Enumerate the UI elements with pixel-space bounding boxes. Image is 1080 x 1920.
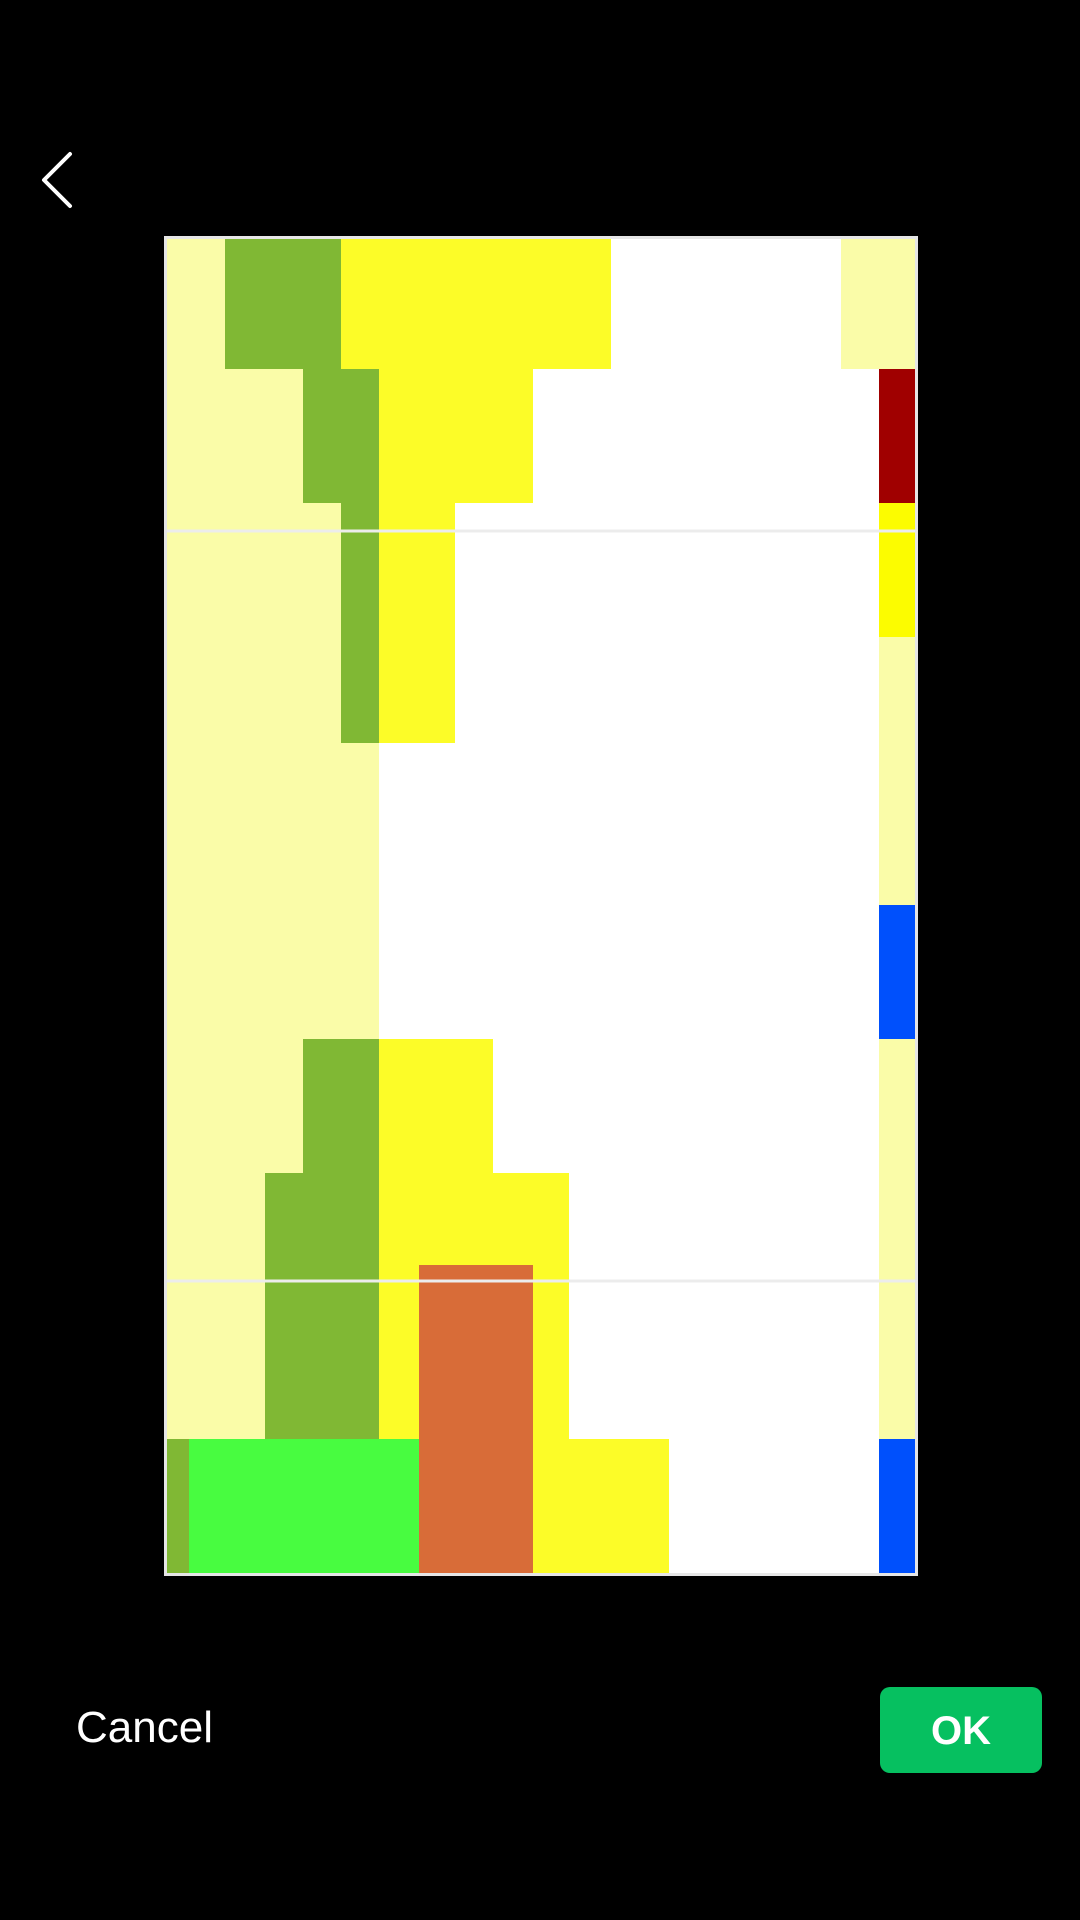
bright-yellow-block [879, 503, 915, 637]
dark-red-block [879, 369, 915, 503]
ok-button[interactable]: OK [880, 1687, 1042, 1773]
blue-block-lower [879, 1439, 915, 1573]
orange-block [419, 1265, 533, 1573]
preview-image [167, 239, 915, 1573]
cancel-button[interactable]: Cancel [60, 1688, 229, 1768]
bright-green-block [189, 1439, 419, 1573]
back-button[interactable] [30, 140, 90, 220]
image-preview[interactable] [164, 236, 918, 1576]
blue-block-upper [879, 905, 915, 1039]
chevron-left-icon [42, 152, 72, 208]
